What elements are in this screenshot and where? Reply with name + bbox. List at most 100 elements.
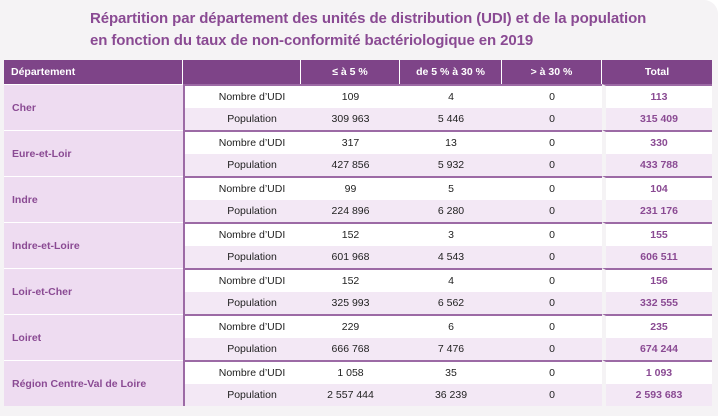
population-gt-30: 0 [502, 292, 602, 314]
udi-5-30: 5 [400, 176, 502, 200]
metric-label: Nombre d’UDI [183, 222, 301, 246]
population-5-30: 36 239 [400, 384, 502, 406]
header-gt-30: > à 30 % [502, 60, 602, 84]
table-row: Cher Nombre d’UDI 109 4 0 113 [4, 84, 712, 130]
metric-label: Nombre d’UDI [183, 130, 301, 154]
table-row: Population 427 856 5 932 0 433 788 [4, 154, 712, 176]
departement-name: Loir-et-Cher [4, 268, 183, 314]
table-row: Loiret Nombre d’UDI 229 6 0 235 [4, 314, 712, 360]
population-5-30: 7 476 [400, 338, 502, 360]
table-row: Population 325 993 6 562 0 332 555 [4, 292, 712, 314]
population-gt-30: 0 [502, 246, 602, 268]
population-total: 674 244 [602, 338, 712, 360]
udi-5-30: 13 [400, 130, 502, 154]
metric-label: Nombre d’UDI [183, 314, 301, 338]
metric-label: Population [183, 108, 301, 130]
table-row: Indre-et-Loire Nombre d’UDI 152 3 0 155 [4, 222, 712, 268]
population-5-30: 6 280 [400, 200, 502, 222]
population-gt-30: 0 [502, 338, 602, 360]
population-le-5: 666 768 [301, 338, 400, 360]
table-row: Population 2 557 444 36 239 0 2 593 683 [4, 384, 712, 406]
population-5-30: 5 446 [400, 108, 502, 130]
header-metric [183, 60, 301, 84]
udi-gt-30: 0 [502, 268, 602, 292]
udi-gt-30: 0 [502, 360, 602, 384]
metric-label: Population [183, 154, 301, 176]
udi-le-5: 229 [301, 314, 400, 338]
title-line-2: en fonction du taux de non-conformité ba… [90, 32, 534, 49]
table-body: Cher Nombre d’UDI 109 4 0 113 Population 309 96… [4, 84, 712, 406]
header-departement: Département [4, 60, 183, 84]
metric-label: Nombre d’UDI [183, 360, 301, 384]
page-title: Répartition par département des unités d… [90, 8, 690, 52]
udi-gt-30: 0 [502, 314, 602, 338]
udi-le-5: 109 [301, 84, 400, 108]
population-total: 2 593 683 [602, 384, 712, 406]
distribution-table: Département ≤ à 5 % de 5 % à 30 % > à 30… [4, 60, 712, 406]
udi-le-5: 152 [301, 222, 400, 246]
udi-total: 104 [602, 176, 712, 200]
population-gt-30: 0 [502, 108, 602, 130]
departement-name: Région Centre-Val de Loire [4, 360, 183, 406]
population-total: 606 511 [602, 246, 712, 268]
departement-name: Indre [4, 176, 183, 222]
udi-le-5: 317 [301, 130, 400, 154]
udi-total: 155 [602, 222, 712, 246]
udi-total: 156 [602, 268, 712, 292]
table-row: Population 666 768 7 476 0 674 244 [4, 338, 712, 360]
metric-label: Population [183, 246, 301, 268]
table-row: Population 601 968 4 543 0 606 511 [4, 246, 712, 268]
population-le-5: 601 968 [301, 246, 400, 268]
departement-name: Loiret [4, 314, 183, 360]
departement-name: Cher [4, 84, 183, 130]
udi-gt-30: 0 [502, 84, 602, 108]
metric-label: Nombre d’UDI [183, 84, 301, 108]
table-row: Population 309 963 5 446 0 315 409 [4, 108, 712, 130]
title-line-1: Répartition par département des unités d… [90, 10, 647, 27]
header-5-30: de 5 % à 30 % [400, 60, 502, 84]
population-total: 231 176 [602, 200, 712, 222]
departement-name: Indre-et-Loire [4, 222, 183, 268]
udi-le-5: 1 058 [301, 360, 400, 384]
udi-5-30: 6 [400, 314, 502, 338]
metric-label: Population [183, 292, 301, 314]
table-row: Population 224 896 6 280 0 231 176 [4, 200, 712, 222]
udi-5-30: 4 [400, 268, 502, 292]
udi-gt-30: 0 [502, 222, 602, 246]
table-row: Eure-et-Loir Nombre d’UDI 317 13 0 330 [4, 130, 712, 176]
population-5-30: 5 932 [400, 154, 502, 176]
udi-le-5: 152 [301, 268, 400, 292]
metric-label: Nombre d’UDI [183, 268, 301, 292]
udi-total: 235 [602, 314, 712, 338]
population-gt-30: 0 [502, 154, 602, 176]
metric-label: Population [183, 384, 301, 406]
table-row: Région Centre-Val de Loire Nombre d’UDI 1 … [4, 360, 712, 406]
udi-5-30: 3 [400, 222, 502, 246]
population-total: 332 555 [602, 292, 712, 314]
udi-total: 113 [602, 84, 712, 108]
metric-label: Population [183, 200, 301, 222]
udi-le-5: 99 [301, 176, 400, 200]
population-le-5: 309 963 [301, 108, 400, 130]
population-5-30: 6 562 [400, 292, 502, 314]
departement-name: Eure-et-Loir [4, 130, 183, 176]
population-le-5: 224 896 [301, 200, 400, 222]
metric-label: Population [183, 338, 301, 360]
population-le-5: 325 993 [301, 292, 400, 314]
udi-5-30: 4 [400, 84, 502, 108]
population-5-30: 4 543 [400, 246, 502, 268]
population-total: 433 788 [602, 154, 712, 176]
population-gt-30: 0 [502, 384, 602, 406]
table-row: Loir-et-Cher Nombre d’UDI 152 4 0 156 [4, 268, 712, 314]
header-total: Total [602, 60, 712, 84]
udi-gt-30: 0 [502, 130, 602, 154]
population-le-5: 427 856 [301, 154, 400, 176]
udi-gt-30: 0 [502, 176, 602, 200]
udi-5-30: 35 [400, 360, 502, 384]
header-row: Département ≤ à 5 % de 5 % à 30 % > à 30… [4, 60, 712, 84]
table-row: Indre Nombre d’UDI 99 5 0 104 [4, 176, 712, 222]
population-le-5: 2 557 444 [301, 384, 400, 406]
header-le-5: ≤ à 5 % [301, 60, 400, 84]
population-total: 315 409 [602, 108, 712, 130]
